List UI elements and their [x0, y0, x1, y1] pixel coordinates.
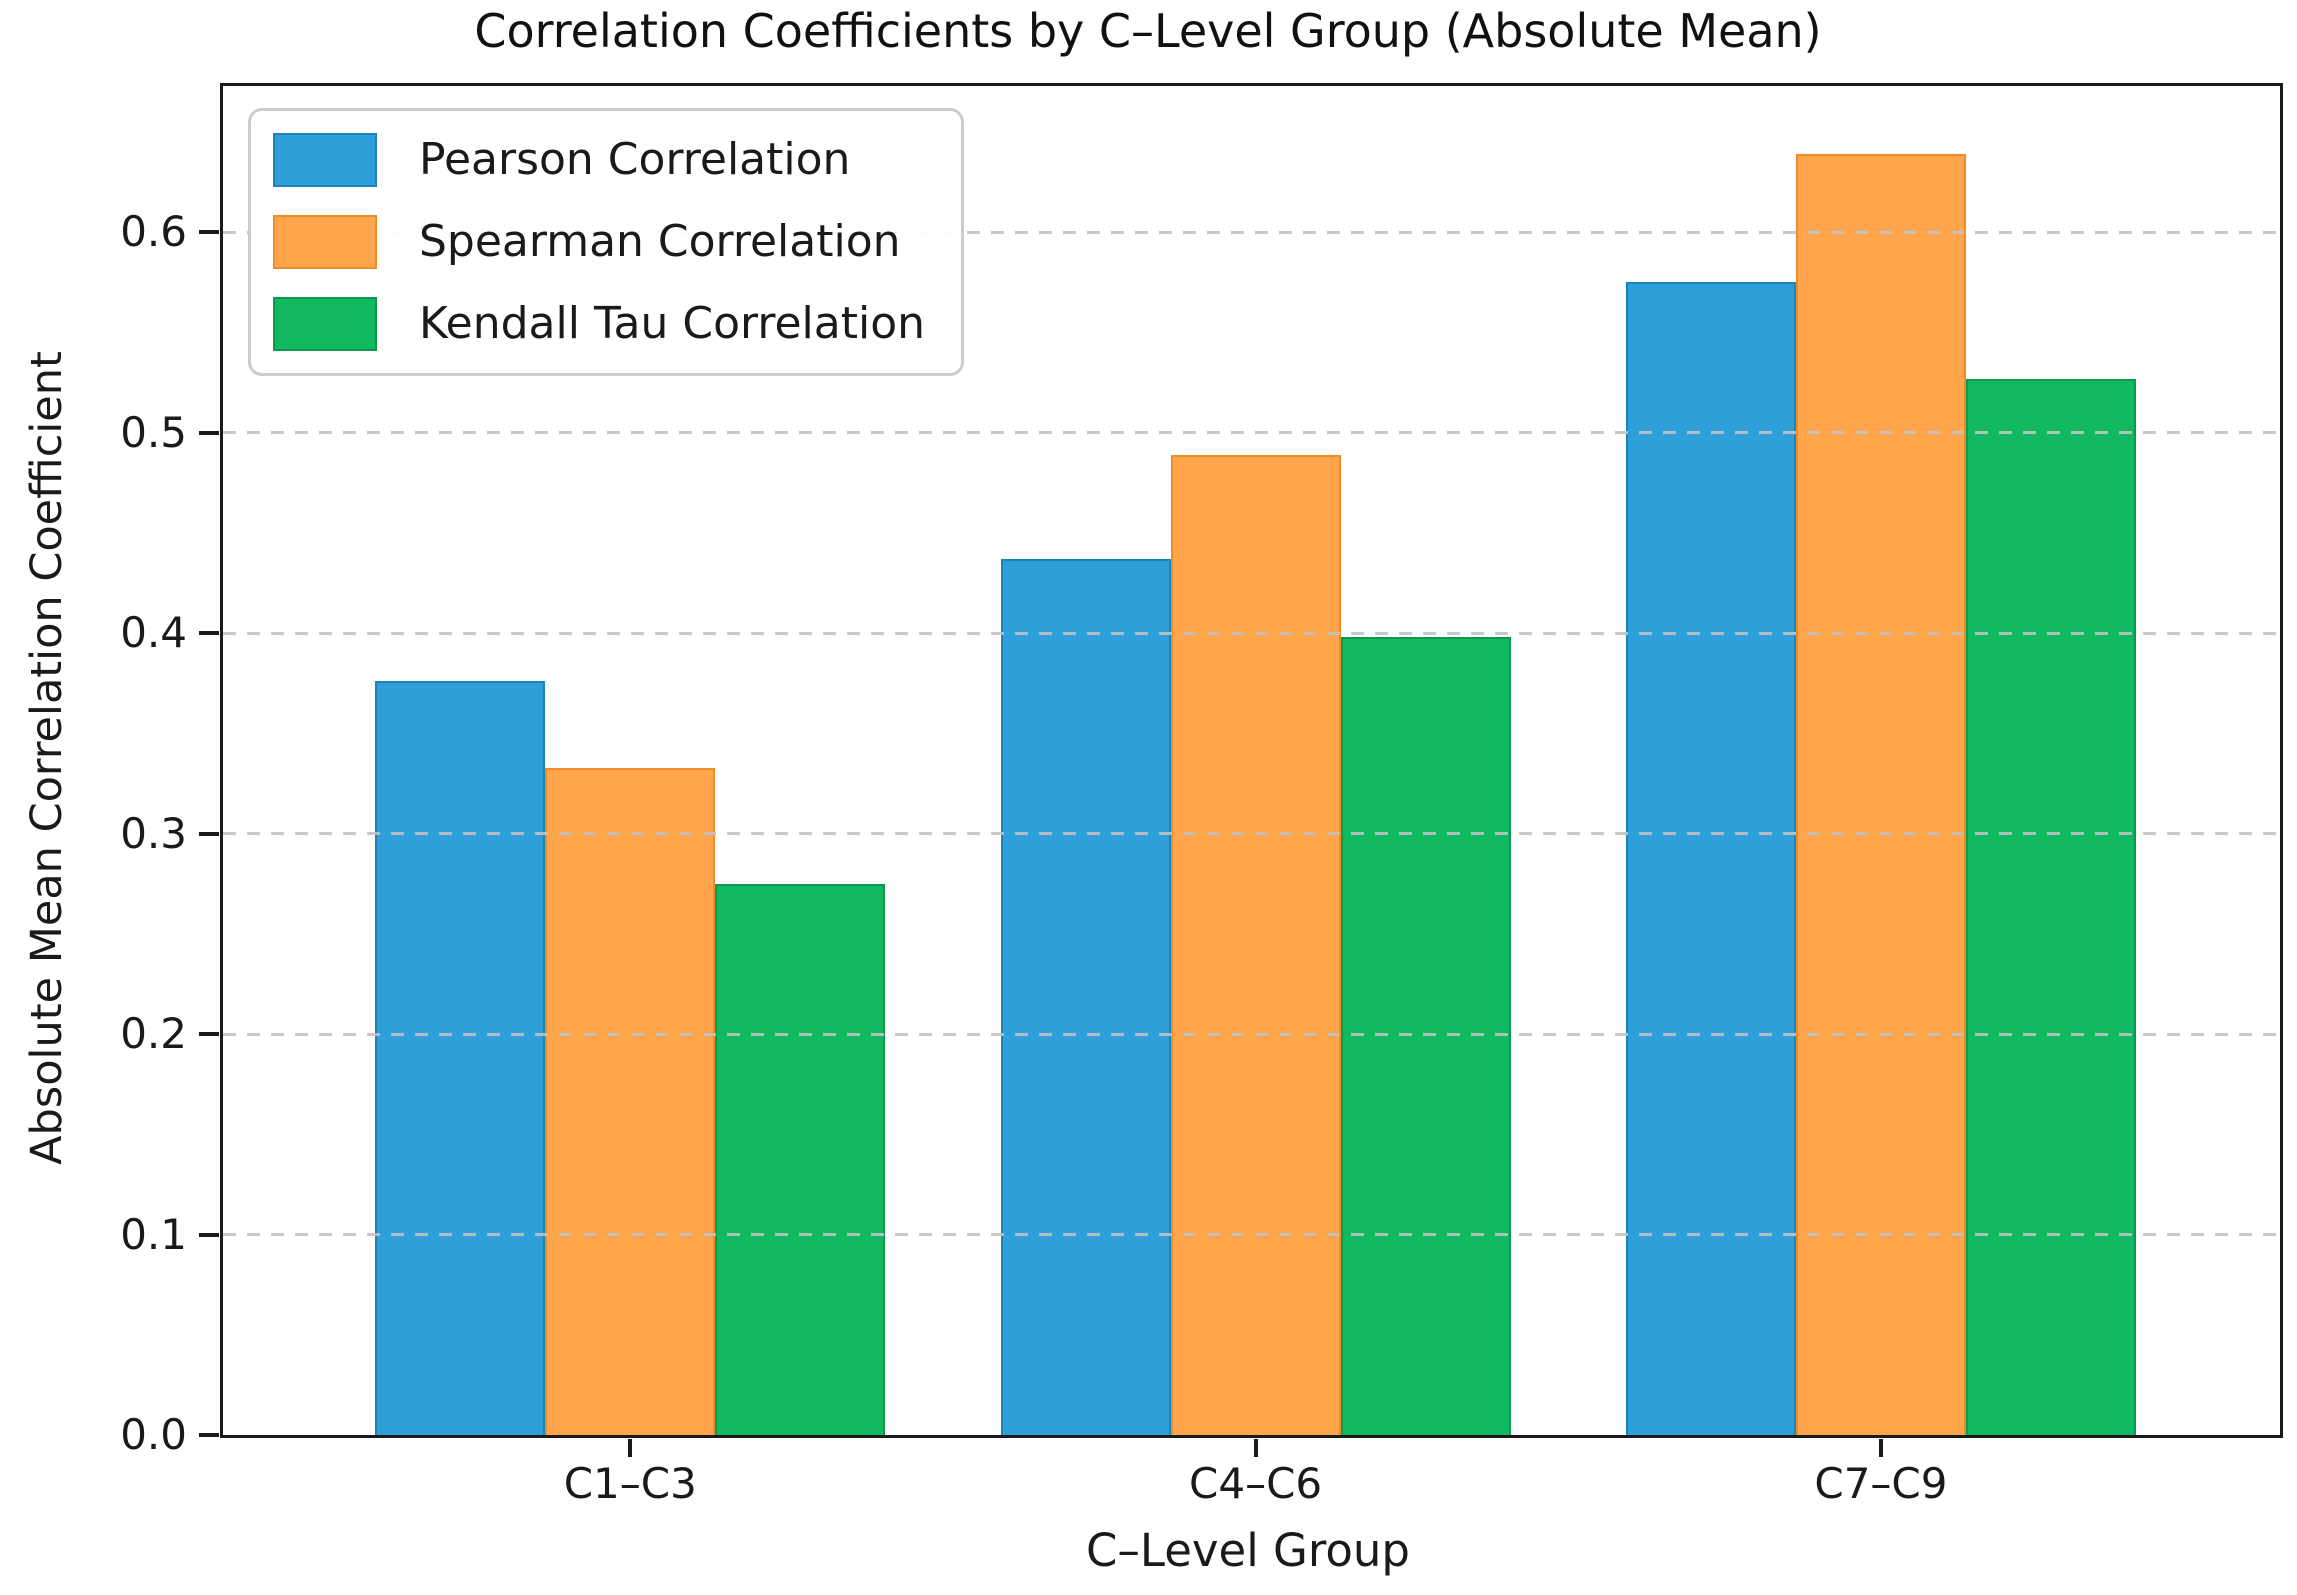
x-tick-mark — [1878, 1439, 1883, 1457]
y-tick-label: 0.1 — [120, 1209, 187, 1259]
y-tick-mark — [199, 631, 219, 636]
bar — [1625, 282, 1796, 1435]
bar — [1965, 378, 2136, 1435]
bar — [1795, 154, 1966, 1435]
legend-row: Kendall Tau Correlation — [273, 297, 925, 351]
legend-swatch — [273, 215, 377, 269]
y-tick-label: 0.6 — [120, 207, 187, 257]
x-axis-label: C–Level Group — [1085, 1524, 1411, 1577]
x-tick-label: C4–C6 — [1189, 1459, 1323, 1508]
y-tick-mark — [199, 430, 219, 435]
legend-swatch — [273, 297, 377, 351]
y-tick-label: 0.0 — [120, 1410, 187, 1459]
legend: Pearson Correlation Spearman Correlation K… — [248, 108, 964, 376]
legend-label: Spearman Correlation — [419, 216, 901, 267]
x-tick-label: C7–C9 — [1814, 1459, 1948, 1508]
legend-swatch — [273, 133, 377, 187]
y-tick-mark — [199, 1032, 219, 1037]
bar — [375, 681, 546, 1435]
plot-area: Pearson Correlation Spearman Correlation K… — [120, 83, 2283, 1505]
legend-row: Spearman Correlation — [273, 215, 925, 269]
y-tick-mark — [199, 831, 219, 836]
y-tick-mark — [199, 230, 219, 235]
bar — [1170, 454, 1341, 1435]
legend-row: Pearson Correlation — [273, 133, 925, 187]
legend-label: Kendall Tau Correlation — [419, 298, 925, 349]
x-tick-mark — [628, 1439, 633, 1457]
bar — [1340, 637, 1511, 1435]
bar — [715, 883, 886, 1435]
chart-title: Correlation Coefficients by C–Level Grou… — [474, 4, 1822, 58]
y-tick-label: 0.5 — [120, 407, 187, 457]
legend-label: Pearson Correlation — [419, 134, 851, 185]
y-tick-label: 0.2 — [120, 1009, 187, 1059]
y-tick-label: 0.3 — [120, 808, 187, 858]
y-tick-mark — [199, 1232, 219, 1237]
bar — [1000, 559, 1171, 1435]
y-axis-label: Absolute Mean Correlation Coefficient — [22, 351, 72, 1165]
y-tick-mark — [199, 1433, 219, 1437]
bar — [545, 767, 716, 1435]
y-tick-label: 0.4 — [120, 608, 187, 658]
x-tick-label: C1–C3 — [563, 1459, 697, 1508]
x-tick-mark — [1253, 1439, 1258, 1457]
